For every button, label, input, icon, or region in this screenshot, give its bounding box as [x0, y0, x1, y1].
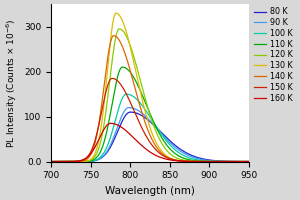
90 K	[134, 108, 137, 110]
130 K	[247, 160, 251, 163]
130 K	[114, 12, 118, 14]
100 K	[125, 93, 129, 95]
90 K	[243, 160, 247, 163]
150 K	[110, 77, 114, 80]
120 K	[125, 36, 129, 39]
90 K	[72, 160, 76, 163]
100 K	[84, 160, 87, 163]
160 K	[247, 160, 251, 163]
160 K	[134, 139, 137, 141]
120 K	[222, 160, 226, 163]
100 K	[243, 160, 247, 163]
120 K	[84, 160, 87, 163]
130 K	[243, 160, 247, 163]
90 K	[125, 107, 129, 109]
100 K	[247, 160, 251, 163]
120 K	[247, 160, 251, 163]
Line: 120 K: 120 K	[51, 29, 249, 162]
80 K	[125, 113, 129, 115]
110 K	[243, 160, 247, 163]
120 K	[134, 62, 137, 64]
140 K	[134, 89, 137, 92]
160 K	[125, 130, 129, 133]
110 K	[84, 160, 87, 163]
150 K	[243, 160, 247, 163]
Line: 90 K: 90 K	[51, 108, 249, 162]
140 K	[112, 34, 116, 37]
100 K	[124, 93, 128, 95]
110 K	[121, 66, 124, 68]
100 K	[72, 160, 76, 163]
160 K	[84, 157, 87, 160]
80 K	[134, 112, 137, 114]
90 K	[84, 160, 87, 163]
150 K	[84, 157, 87, 160]
80 K	[84, 160, 87, 163]
80 K	[72, 160, 76, 163]
Line: 140 K: 140 K	[51, 36, 249, 162]
140 K	[222, 160, 226, 163]
Y-axis label: PL Intensity (Counts × 10$^{-6}$): PL Intensity (Counts × 10$^{-6}$)	[4, 18, 19, 148]
90 K	[247, 160, 251, 163]
110 K	[222, 160, 226, 163]
150 K	[72, 160, 76, 163]
100 K	[222, 160, 226, 163]
110 K	[247, 160, 251, 163]
90 K	[127, 106, 130, 109]
Line: 80 K: 80 K	[51, 112, 249, 162]
130 K	[125, 33, 129, 36]
120 K	[117, 28, 121, 30]
160 K	[243, 160, 247, 163]
130 K	[134, 70, 137, 72]
80 K	[247, 160, 251, 163]
140 K	[247, 160, 251, 163]
80 K	[49, 160, 53, 163]
130 K	[49, 160, 53, 163]
120 K	[243, 160, 247, 163]
130 K	[72, 160, 76, 163]
110 K	[125, 68, 129, 70]
Line: 100 K: 100 K	[51, 94, 249, 162]
150 K	[134, 113, 137, 116]
80 K	[222, 160, 226, 162]
150 K	[125, 94, 129, 97]
160 K	[222, 160, 226, 163]
140 K	[72, 160, 76, 163]
90 K	[49, 160, 53, 163]
160 K	[49, 160, 53, 163]
160 K	[72, 160, 76, 163]
140 K	[125, 59, 129, 61]
Line: 160 K: 160 K	[51, 123, 249, 162]
90 K	[222, 160, 226, 163]
150 K	[222, 160, 226, 163]
Line: 130 K: 130 K	[51, 13, 249, 162]
150 K	[49, 160, 53, 163]
Line: 150 K: 150 K	[51, 78, 249, 162]
150 K	[247, 160, 251, 163]
160 K	[109, 122, 112, 125]
80 K	[243, 160, 247, 163]
110 K	[49, 160, 53, 163]
X-axis label: Wavelength (nm): Wavelength (nm)	[105, 186, 195, 196]
Line: 110 K: 110 K	[51, 67, 249, 162]
100 K	[49, 160, 53, 163]
140 K	[49, 160, 53, 163]
110 K	[72, 160, 76, 163]
120 K	[72, 160, 76, 163]
120 K	[49, 160, 53, 163]
130 K	[222, 160, 226, 163]
110 K	[134, 80, 137, 82]
80 K	[128, 111, 132, 113]
100 K	[134, 97, 137, 99]
Legend: 80 K, 90 K, 100 K, 110 K, 120 K, 130 K, 140 K, 150 K, 160 K: 80 K, 90 K, 100 K, 110 K, 120 K, 130 K, …	[251, 4, 296, 106]
130 K	[84, 160, 87, 162]
140 K	[84, 159, 87, 161]
140 K	[243, 160, 247, 163]
